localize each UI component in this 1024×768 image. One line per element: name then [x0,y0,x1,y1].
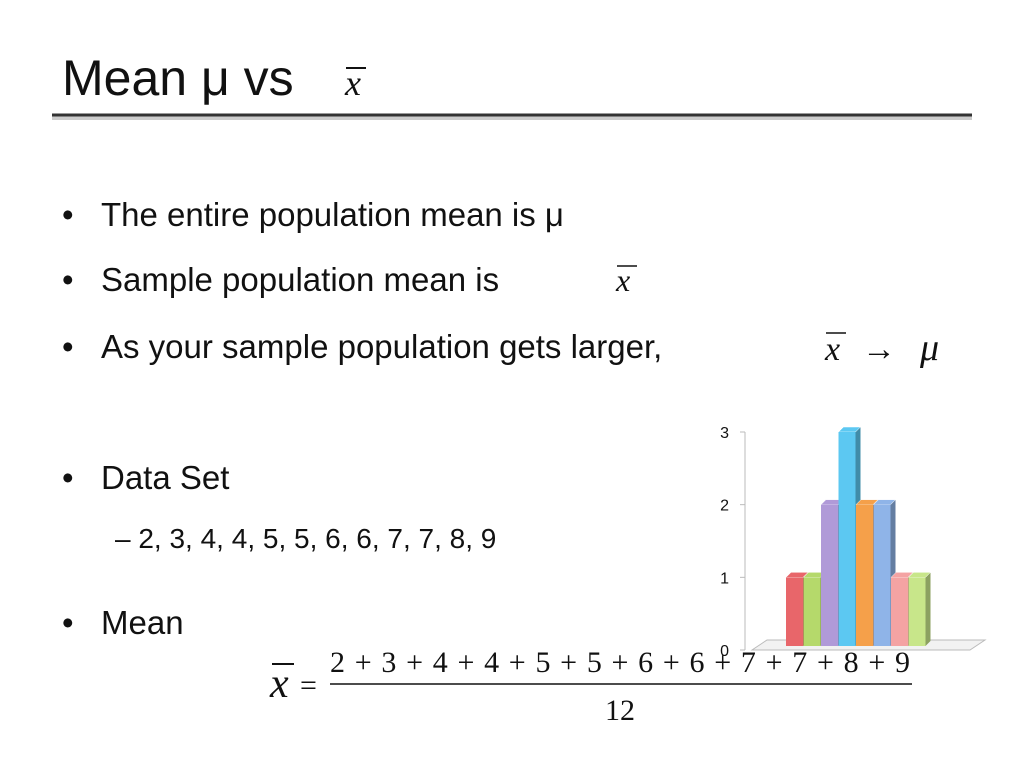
bar [908,577,926,646]
bullet-dot: • [62,261,74,298]
bar [786,577,803,646]
title-symbol: x [344,63,361,103]
y-tick-label: 2 [720,498,729,515]
bullet-dot: • [62,459,74,496]
bar [838,432,856,646]
bullet: As your sample population gets larger, [101,328,662,365]
bar-side [925,572,931,646]
math-arrow: → [862,331,896,368]
bar [803,577,821,646]
bullet: Sample population mean is [101,261,499,298]
formula-denominator: 12 [605,694,635,727]
bullet: Data Set [101,459,229,496]
bullet-dot: • [62,196,74,233]
formula-lhs: x [269,661,289,707]
bullet: The entire population mean is μ [101,196,564,233]
bar [873,504,891,646]
bar [891,577,908,646]
formula-numerator: 2 + 3 + 4 + 4 + 5 + 5 + 6 + 6 + 7 + 7 + … [330,646,910,679]
bar [856,504,873,646]
bullet-dot: • [62,328,74,365]
bullet: Mean [101,604,184,641]
y-tick-label: 1 [720,570,729,587]
math-symbol: x [615,262,630,298]
formula-equals: = [300,669,317,702]
bullet-dot: • [62,604,74,641]
math-symbol: μ [919,327,939,369]
y-tick-label: 0 [720,643,729,660]
y-tick-label: 3 [720,425,729,442]
sub-bullet: – 2, 3, 4, 4, 5, 5, 6, 6, 7, 7, 8, 9 [115,523,496,554]
bar [821,504,838,646]
chart: 0 1 2 3 [720,425,987,660]
math-symbol: x [824,331,840,368]
slide-title: Mean μ vs [62,50,294,106]
